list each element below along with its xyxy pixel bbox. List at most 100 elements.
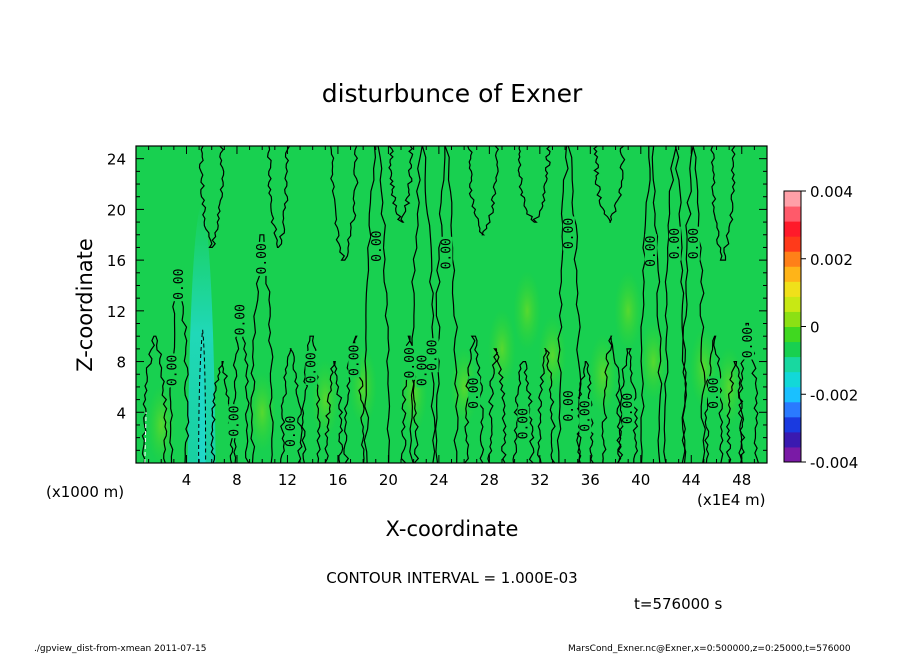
contour-label-5: 0.00 xyxy=(284,416,299,447)
contour-label-bg-1 xyxy=(166,353,179,388)
y-axis: 4 8 12 16 20 24 xyxy=(107,151,767,451)
negative-contour xyxy=(198,329,207,463)
x-tick-label: 44 xyxy=(682,471,701,489)
colorbar-swatch xyxy=(784,206,801,222)
colorbar-swatch xyxy=(784,221,801,237)
zero-contour-104 xyxy=(467,146,500,236)
contour-label-16: 0.00 xyxy=(562,390,577,421)
contour-label-21: 0.00 xyxy=(687,228,702,259)
footer-right: MarsCond_Exner.nc@Exner,x=0:500000,z=0:2… xyxy=(568,644,851,654)
zero-contour-107 xyxy=(710,146,736,261)
zero-contour-19 xyxy=(601,335,622,463)
colorbar-swatch xyxy=(784,281,801,297)
contour-label-19: 0.00 xyxy=(644,236,659,267)
contour-label-20: 0.00 xyxy=(668,228,683,259)
zero-contour-8 xyxy=(343,335,365,463)
x-tick-label: 20 xyxy=(379,471,398,489)
colorbar-swatch xyxy=(784,311,801,327)
contour-label-bg-21 xyxy=(687,226,700,261)
x-tick-label: 36 xyxy=(581,471,600,489)
contour-interval: CONTOUR INTERVAL = 1.000E-03 xyxy=(326,569,577,587)
colorbar-swatch xyxy=(784,341,801,358)
contour-label-bg-8 xyxy=(371,229,384,264)
y-tick-label: 8 xyxy=(116,354,126,372)
colorbar-tick-label: -0.002 xyxy=(810,386,858,404)
zero-contour-4 xyxy=(250,234,274,463)
zero-contour-103 xyxy=(388,146,414,223)
x-tick-label: 4 xyxy=(182,471,192,489)
y-unit-label: (x1000 m) xyxy=(46,483,124,501)
x-unit-label: (x1E4 m) xyxy=(697,491,766,509)
time-stamp: t=576000 s xyxy=(634,595,722,613)
colorbar-swatch xyxy=(784,416,801,433)
contour-label-bg-13 xyxy=(468,376,481,411)
chart-title: disturbunce of Exner xyxy=(322,79,583,108)
x-axis: 4 8 12 16 20 24 28 32 36 40 44 48 xyxy=(148,146,755,489)
contour-label-bg-17 xyxy=(579,399,592,434)
y-axis-label: Z-coordinate xyxy=(73,238,97,372)
zero-contour-105 xyxy=(517,146,551,223)
zero-contour-100 xyxy=(198,146,225,248)
x-tick-label: 24 xyxy=(429,471,448,489)
x-axis-label: X-coordinate xyxy=(386,517,519,541)
contour-label-14: 0.00 xyxy=(516,408,531,439)
zero-contour-5 xyxy=(280,348,303,463)
contour-label-8: 0.00 xyxy=(370,231,385,262)
zero-contour-26 xyxy=(737,322,759,463)
zero-contour-0 xyxy=(141,335,168,463)
contour-label-9: 0.00 xyxy=(403,347,418,378)
contour-label-bg-10 xyxy=(416,353,429,388)
zero-contour-7 xyxy=(324,361,344,463)
x-tick-label: 40 xyxy=(631,471,650,489)
contour-label-22: 0.00 xyxy=(707,378,722,409)
y-tick-label: 16 xyxy=(107,252,126,270)
colorbar-swatch xyxy=(784,296,801,312)
zero-contour-16 xyxy=(536,348,556,463)
colorbar-swatch xyxy=(784,431,801,448)
zero-contour-10 xyxy=(400,335,420,463)
x-tick-label: 8 xyxy=(232,471,242,489)
contour-label-2: 0.00 xyxy=(227,405,242,436)
contour-label-4: 0.00 xyxy=(255,243,270,274)
zero-contour-25 xyxy=(725,361,746,463)
x-tick-label: 48 xyxy=(732,471,751,489)
contour-label-18: 0.00 xyxy=(621,393,636,424)
colorbar-swatch xyxy=(784,266,801,282)
x-tick-label: 28 xyxy=(480,471,499,489)
contour-label-6: 0.00 xyxy=(304,352,319,383)
zero-contour-21 xyxy=(640,146,663,463)
contour-label-bg-7 xyxy=(348,343,361,378)
contour-label-11: 0.00 xyxy=(426,340,441,371)
contour-label-bg-19 xyxy=(644,234,657,269)
contour-label-bg-6 xyxy=(305,350,318,385)
contour-label-bg-2 xyxy=(228,404,241,439)
contour-label-bg-16 xyxy=(562,388,575,423)
positive-anomaly-10 xyxy=(147,384,176,463)
zero-contour-24 xyxy=(704,335,724,463)
contour-label-bg-9 xyxy=(403,345,416,380)
contour-label-bg-3 xyxy=(234,302,247,337)
colorbar-swatch xyxy=(784,251,801,267)
contour-label-7: 0.00 xyxy=(347,345,362,376)
zero-contour-14 xyxy=(487,348,507,463)
colorbar-swatch xyxy=(784,191,801,207)
contour-label-bg-0 xyxy=(172,267,185,302)
contour-label-group: 0.00 0.00 0.00 0.00 0.00 0.00 0.00 0.00 0.00 0.00… xyxy=(166,216,756,449)
positive-anomaly-4 xyxy=(588,334,617,415)
contour-label-15: 0.00 xyxy=(562,218,577,249)
positive-anomaly-5 xyxy=(639,321,668,402)
y-tick-label: 20 xyxy=(107,201,126,219)
contour-label-bg-4 xyxy=(256,241,269,276)
colorbar-tick-label: 0 xyxy=(810,319,820,337)
colorbar-tick-label: -0.004 xyxy=(810,454,858,472)
zero-contour-13 xyxy=(464,335,485,463)
zero-contour-9 xyxy=(363,146,391,463)
contour-label-1: 0.00 xyxy=(166,355,181,386)
zero-contour-23 xyxy=(681,146,706,463)
contour-label-12: 0.00 xyxy=(439,238,454,269)
zero-contour-102 xyxy=(330,146,359,261)
colorbar-swatch xyxy=(784,356,801,373)
positive-anomaly-11 xyxy=(513,270,542,351)
contour-label-bg-5 xyxy=(285,414,298,449)
